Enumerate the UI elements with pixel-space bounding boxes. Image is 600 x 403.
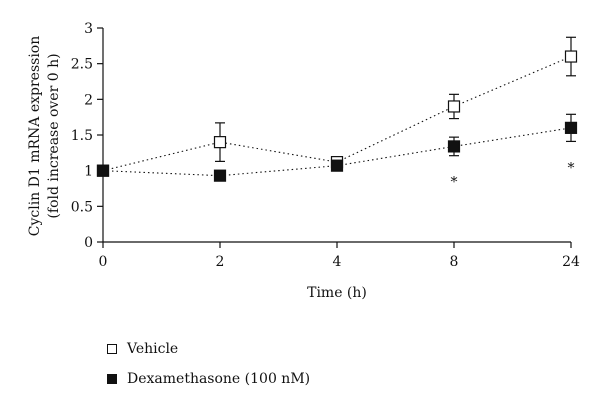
- series-dexamethasone: [96, 113, 578, 182]
- legend-item-dexamethasone: Dexamethasone (100 nM): [107, 368, 310, 390]
- x-tick-label: 0: [99, 254, 108, 270]
- data-point-open: [447, 100, 461, 113]
- open-square-icon: [107, 344, 117, 354]
- data-point-open: [564, 50, 578, 63]
- y-tick-label: 2.5: [71, 57, 93, 73]
- x-axis-ticks: 0 2 4 8 24: [99, 242, 580, 270]
- x-axis-title: Time (h): [307, 285, 367, 301]
- filled-square-icon: [107, 374, 117, 384]
- plot-area: **: [96, 36, 578, 191]
- significance-asterisk: *: [568, 160, 575, 176]
- y-tick-label: 1.5: [71, 128, 93, 144]
- legend-label-vehicle: Vehicle: [127, 341, 179, 357]
- data-point-filled: [447, 140, 461, 153]
- data-point-open: [213, 136, 227, 149]
- significance-asterisk: *: [451, 175, 458, 191]
- y-tick-label: 2: [84, 92, 93, 108]
- y-tick-label: 0.5: [71, 199, 93, 215]
- x-tick-label: 24: [562, 254, 580, 270]
- data-point-filled: [213, 169, 227, 182]
- data-point-filled: [330, 159, 344, 172]
- series-vehicle: [96, 36, 578, 177]
- y-tick-label: 3: [84, 21, 93, 37]
- legend-item-vehicle: Vehicle: [107, 338, 310, 360]
- series-line: [102, 56, 572, 172]
- y-tick-label: 1: [84, 164, 93, 180]
- x-tick-label: 2: [216, 254, 225, 270]
- y-axis-title-line1: Cyclin D1 mRNA expression: [27, 36, 43, 237]
- y-tick-label: 0: [84, 235, 93, 251]
- legend-label-dexamethasone: Dexamethasone (100 nM): [127, 371, 311, 387]
- data-point-filled: [564, 121, 578, 134]
- x-tick-label: 4: [333, 254, 342, 270]
- x-tick-label: 8: [450, 254, 459, 270]
- legend: Vehicle Dexamethasone (100 nM): [107, 338, 310, 398]
- data-point-filled: [96, 164, 110, 177]
- y-axis-title-line2: (fold increase over 0 h): [46, 53, 62, 218]
- y-axis-ticks: 0 0.5 1 1.5 2 2.5 3: [71, 21, 103, 251]
